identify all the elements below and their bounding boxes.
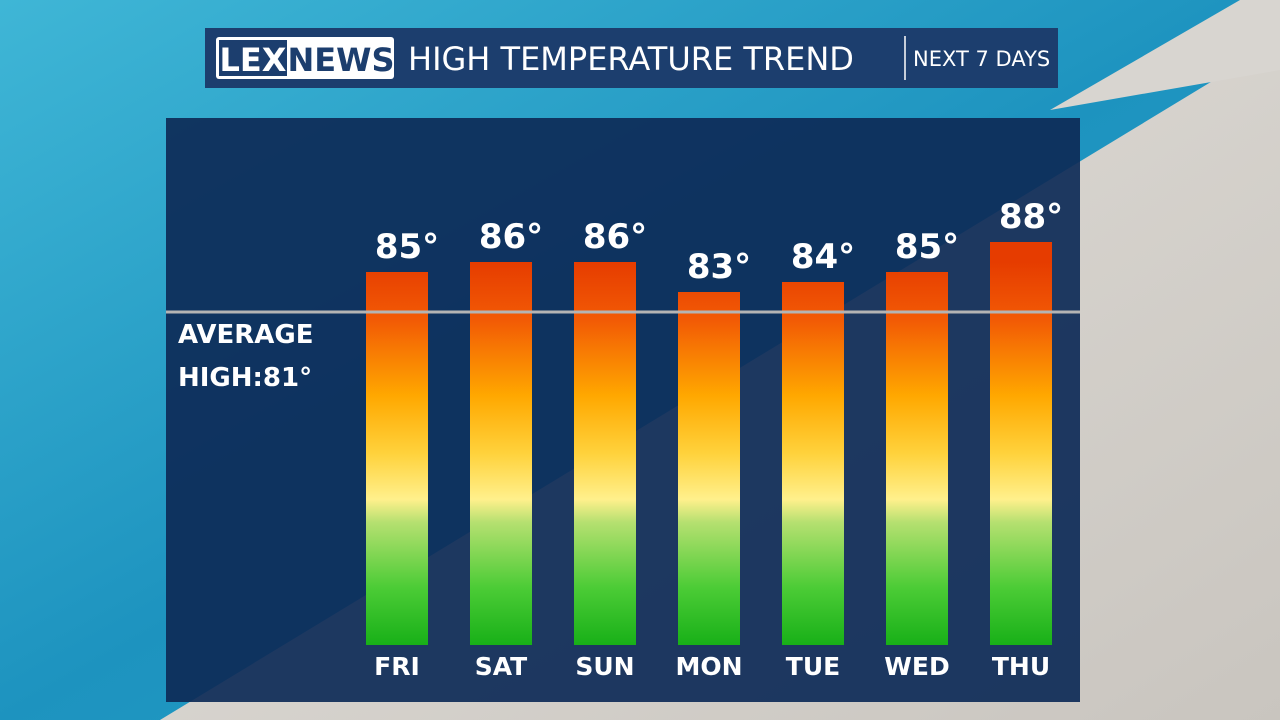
value-label: 85°	[895, 227, 959, 267]
bar	[782, 282, 844, 645]
value-label: 85°	[375, 227, 439, 267]
x-tick-label: MON	[675, 652, 742, 681]
x-tick-label: THU	[992, 652, 1050, 681]
annotation: HIGH:81°	[178, 363, 312, 393]
logo-text: NEWS	[288, 41, 395, 79]
value-label: 84°	[791, 237, 855, 277]
bar	[678, 292, 740, 645]
chart-title: HIGH TEMPERATURE TREND	[408, 40, 854, 78]
annotation: AVERAGE	[178, 320, 313, 350]
x-tick-label: SUN	[575, 652, 634, 681]
chart-subtitle: NEXT 7 DAYS	[913, 47, 1050, 71]
logo-left	[219, 40, 287, 76]
bar	[574, 262, 636, 645]
value-label: 86°	[479, 217, 543, 257]
x-tick-label: WED	[884, 652, 949, 681]
x-tick-label: FRI	[374, 652, 420, 681]
bar	[366, 272, 428, 645]
x-tick-label: TUE	[786, 652, 840, 681]
bar	[886, 272, 948, 645]
value-label: 83°	[687, 247, 751, 287]
value-label: 86°	[583, 217, 647, 257]
value-label: 88°	[999, 197, 1063, 237]
bar	[990, 242, 1052, 645]
logo-text: LEX	[220, 41, 287, 79]
x-tick-label: SAT	[475, 652, 527, 681]
background-edge	[1050, 0, 1280, 110]
bar	[470, 262, 532, 645]
